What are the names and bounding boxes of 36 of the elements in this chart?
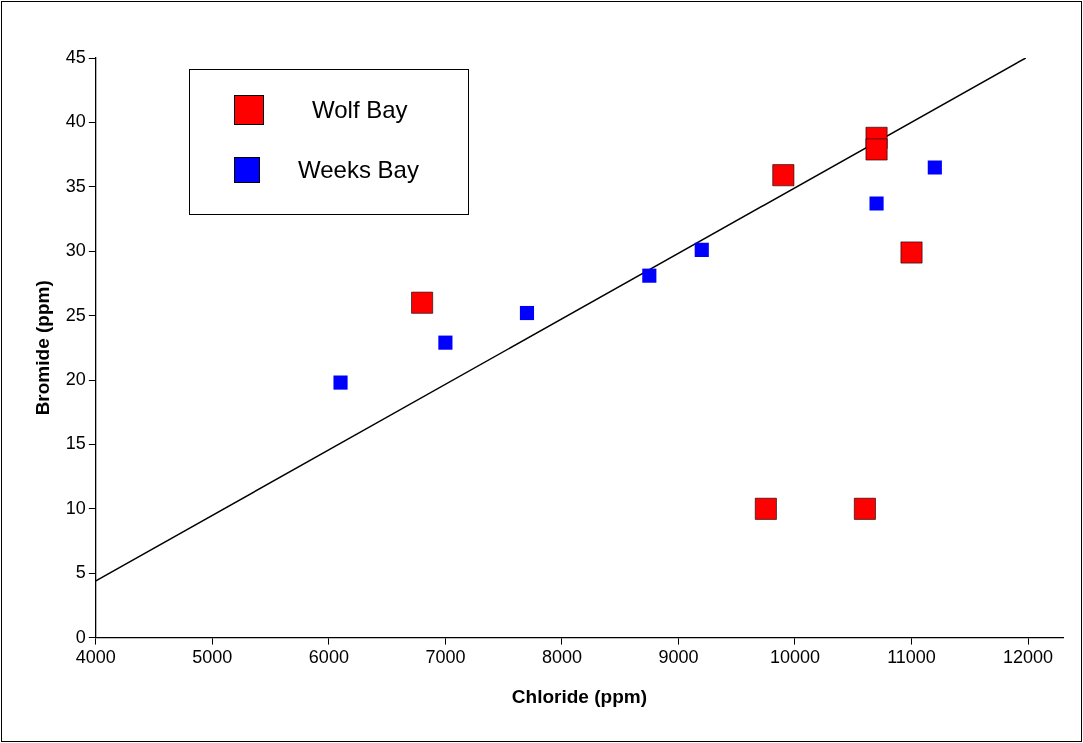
point [772, 164, 795, 187]
y-tick-label: 0 [75, 626, 86, 647]
y-tick-label: 25 [65, 304, 86, 325]
point [854, 497, 876, 520]
point [438, 335, 453, 350]
x-tick-label: 9000 [658, 647, 699, 668]
y-axis-title: Bromide (ppm) [31, 280, 53, 416]
y-tick-label: 45 [65, 46, 86, 67]
point [411, 291, 434, 314]
point [519, 305, 535, 321]
point [754, 497, 777, 520]
point [694, 242, 709, 257]
x-tick-label: 11000 [887, 647, 936, 668]
x-tick-label: 12000 [1003, 647, 1054, 668]
y-tick-label: 5 [75, 562, 86, 583]
point [642, 268, 657, 283]
y-tick-label: 35 [65, 175, 86, 196]
point [900, 241, 923, 264]
legend-label: Wolf Bay [312, 96, 408, 124]
x-axis-title: Chloride (ppm) [511, 685, 647, 707]
y-tick-label: 10 [65, 497, 86, 518]
point [865, 138, 888, 161]
x-tick-label: 8000 [541, 647, 582, 668]
point [333, 375, 348, 390]
y-tick-label: 30 [65, 240, 86, 261]
y-tick-label: 40 [65, 111, 86, 132]
point [869, 196, 884, 211]
y-tick-label: 15 [65, 433, 86, 454]
x-tick-label: 7000 [425, 647, 466, 668]
legend-label: Weeks Bay [298, 156, 419, 184]
y-tick-label: 20 [65, 368, 86, 389]
x-tick-label: 10000 [769, 647, 821, 668]
point [927, 160, 942, 175]
x-tick-label: 6000 [308, 647, 349, 668]
x-tick-label: 4000 [75, 647, 116, 668]
x-tick-label: 5000 [192, 647, 233, 668]
